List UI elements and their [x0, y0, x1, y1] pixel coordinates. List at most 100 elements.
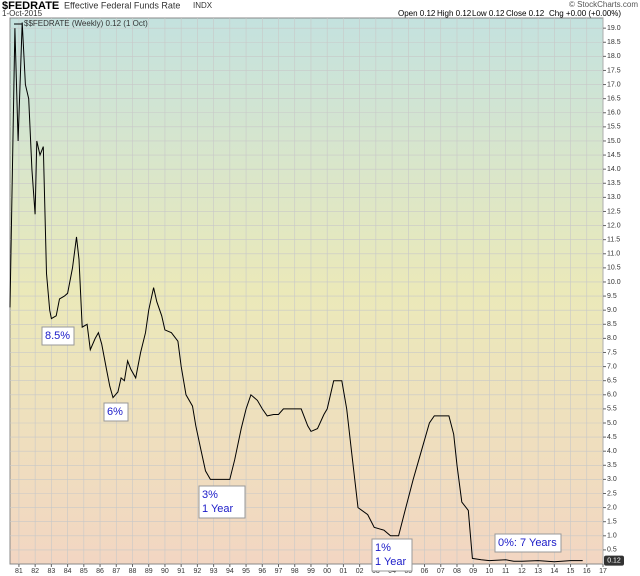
- x-tick-label: 90: [161, 568, 169, 575]
- x-tick-label: 13: [534, 568, 542, 575]
- x-tick-label: 93: [210, 568, 218, 575]
- credit: © StockCharts.com: [569, 0, 638, 9]
- y-tick-label: 11.0: [607, 251, 620, 258]
- annotation-text: 1 Year: [202, 503, 234, 515]
- x-tick-label: 16: [583, 568, 591, 575]
- y-tick-label: 7.0: [607, 363, 617, 370]
- x-tick-label: 82: [31, 568, 39, 575]
- annotation-text: 8.5%: [45, 330, 70, 342]
- x-tick-label: 97: [275, 568, 283, 575]
- date: 1-Oct-2015: [2, 9, 43, 18]
- annotation-text: 1%: [375, 542, 391, 554]
- annotation-box: [41, 326, 75, 346]
- grid: [10, 18, 604, 564]
- legend: $$FEDRATE (Weekly) 0.12 (1 Oct): [24, 19, 148, 28]
- y-tick-label: 7.5: [607, 349, 617, 356]
- symbol: $FEDRATE: [2, 0, 59, 12]
- y-tick-label: 11.5: [607, 237, 620, 244]
- x-tick-label: 10: [486, 568, 494, 575]
- y-tick-label: 1.5: [607, 519, 617, 526]
- low: Low 0.12: [472, 9, 505, 18]
- y-tick-label: 18.0: [607, 53, 621, 60]
- y-tick-label: 1.0: [607, 533, 617, 540]
- annotation-box: [103, 402, 129, 422]
- y-tick-label: 13.5: [607, 180, 621, 187]
- x-tick-label: 87: [112, 568, 120, 575]
- annotation-text: 3%: [202, 489, 218, 501]
- x-tick-label: 08: [453, 568, 461, 575]
- line: [9, 22, 583, 563]
- y-tick-label: 2.0: [607, 504, 617, 511]
- x-tick-label: 81: [15, 568, 23, 575]
- y-tick-label: 8.5: [607, 321, 617, 328]
- annotation-box: [371, 538, 413, 572]
- exchange: INDX: [193, 1, 213, 10]
- y-tick-label: 19.0: [607, 25, 621, 32]
- x-tick-label: 88: [129, 568, 137, 575]
- y-tick-label: 10.0: [607, 279, 621, 286]
- x-tick-label: 12: [518, 568, 526, 575]
- open: Open 0.12: [398, 9, 436, 18]
- annotation-box: [494, 533, 562, 553]
- change: Chg +0.00 (+0.00%): [549, 9, 621, 18]
- y-tick-label: 17.0: [607, 81, 621, 88]
- x-tick-label: 07: [437, 568, 445, 575]
- high: High 0.12: [437, 9, 472, 18]
- x-tick-label: 17: [599, 568, 607, 575]
- x-tick-label: 00: [323, 568, 331, 575]
- y-tick-label: 9.0: [607, 307, 617, 314]
- y-tick-label: 14.0: [607, 166, 621, 173]
- y-tick-label: 5.0: [607, 420, 617, 427]
- x-tick-label: 83: [47, 568, 55, 575]
- x-tick-label: 85: [80, 568, 88, 575]
- annotation-box: [198, 485, 246, 519]
- x-tick-label: 15: [567, 568, 575, 575]
- close: Close 0.12: [506, 9, 545, 18]
- y-tick-label: 14.5: [607, 152, 621, 159]
- y-tick-label: 10.5: [607, 265, 621, 272]
- y-tick-label: 12.5: [607, 208, 621, 215]
- series-name: Effective Federal Funds Rate: [64, 0, 180, 10]
- y-tick-label: 3.5: [607, 462, 617, 469]
- x-tick-label: 14: [550, 568, 558, 575]
- x-tick-label: 89: [145, 568, 153, 575]
- x-tick-label: 96: [258, 568, 266, 575]
- y-tick-label: 15.0: [607, 138, 621, 145]
- x-tick-label: 99: [307, 568, 315, 575]
- y-tick-label: 3.0: [607, 476, 617, 483]
- annotation-text: 0%: 7 Years: [498, 537, 557, 549]
- x-tick-label: 02: [356, 568, 364, 575]
- x-tick-label: 94: [226, 568, 234, 575]
- x-tick-label: 01: [340, 568, 348, 575]
- x-tick-label: 09: [469, 568, 477, 575]
- x-tick-label: 06: [421, 568, 429, 575]
- y-tick-label: 5.5: [607, 406, 617, 413]
- y-tick-label: 4.5: [607, 434, 617, 441]
- y-tick-label: 12.0: [607, 222, 621, 229]
- annotation-text: 6%: [107, 406, 123, 418]
- plot-area: [9, 17, 604, 565]
- x-tick-label: 92: [193, 568, 201, 575]
- x-tick-label: 11: [502, 568, 509, 575]
- last-value-label: 0.12: [607, 557, 621, 564]
- y-tick-label: 6.5: [607, 378, 617, 385]
- x-tick-label: 91: [177, 568, 185, 575]
- y-tick-label: 13.0: [607, 194, 621, 201]
- x-tick-label: 86: [96, 568, 104, 575]
- y-tick-label: 4.0: [607, 448, 617, 455]
- y-tick-label: 16.0: [607, 110, 621, 117]
- y-tick-label: 2.5: [607, 490, 617, 497]
- y-tick-label: 17.5: [607, 67, 621, 74]
- annotation-text: 1 Year: [375, 556, 407, 568]
- y-tick-label: 9.5: [607, 293, 617, 300]
- y-tick-label: 15.5: [607, 124, 621, 131]
- y-tick-label: 6.0: [607, 392, 617, 399]
- y-tick-label: 0.5: [607, 547, 617, 554]
- x-tick-label: 98: [291, 568, 299, 575]
- x-tick-label: 95: [242, 568, 250, 575]
- y-tick-label: 8.0: [607, 335, 617, 342]
- y-tick-label: 16.5: [607, 96, 621, 103]
- y-tick-label: 18.5: [607, 39, 621, 46]
- x-tick-label: 84: [64, 568, 72, 575]
